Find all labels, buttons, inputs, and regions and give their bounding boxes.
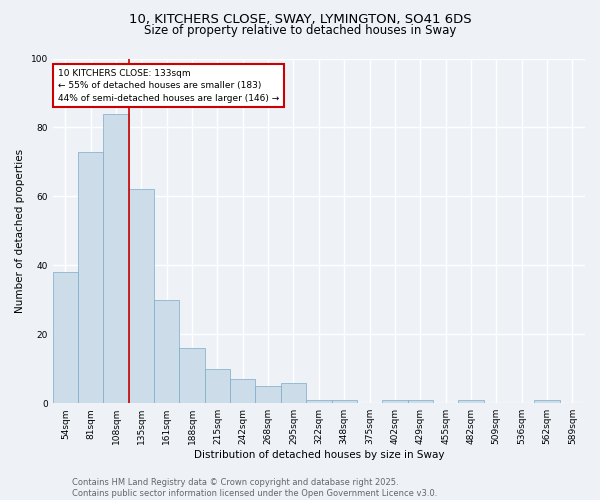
Bar bbox=[230, 379, 256, 403]
Text: 10 KITCHERS CLOSE: 133sqm
← 55% of detached houses are smaller (183)
44% of semi: 10 KITCHERS CLOSE: 133sqm ← 55% of detac… bbox=[58, 69, 279, 103]
Y-axis label: Number of detached properties: Number of detached properties bbox=[15, 149, 25, 313]
Bar bbox=[407, 400, 433, 403]
Bar bbox=[281, 382, 306, 403]
Bar bbox=[458, 400, 484, 403]
Bar bbox=[535, 400, 560, 403]
Bar bbox=[103, 114, 129, 403]
Bar bbox=[154, 300, 179, 403]
X-axis label: Distribution of detached houses by size in Sway: Distribution of detached houses by size … bbox=[194, 450, 444, 460]
Bar bbox=[256, 386, 281, 403]
Text: Size of property relative to detached houses in Sway: Size of property relative to detached ho… bbox=[144, 24, 456, 37]
Bar bbox=[78, 152, 103, 403]
Bar bbox=[53, 272, 78, 403]
Bar bbox=[179, 348, 205, 403]
Text: Contains HM Land Registry data © Crown copyright and database right 2025.
Contai: Contains HM Land Registry data © Crown c… bbox=[72, 478, 437, 498]
Bar bbox=[129, 190, 154, 403]
Text: 10, KITCHERS CLOSE, SWAY, LYMINGTON, SO41 6DS: 10, KITCHERS CLOSE, SWAY, LYMINGTON, SO4… bbox=[128, 12, 472, 26]
Bar bbox=[205, 368, 230, 403]
Bar bbox=[332, 400, 357, 403]
Bar bbox=[382, 400, 407, 403]
Bar bbox=[306, 400, 332, 403]
